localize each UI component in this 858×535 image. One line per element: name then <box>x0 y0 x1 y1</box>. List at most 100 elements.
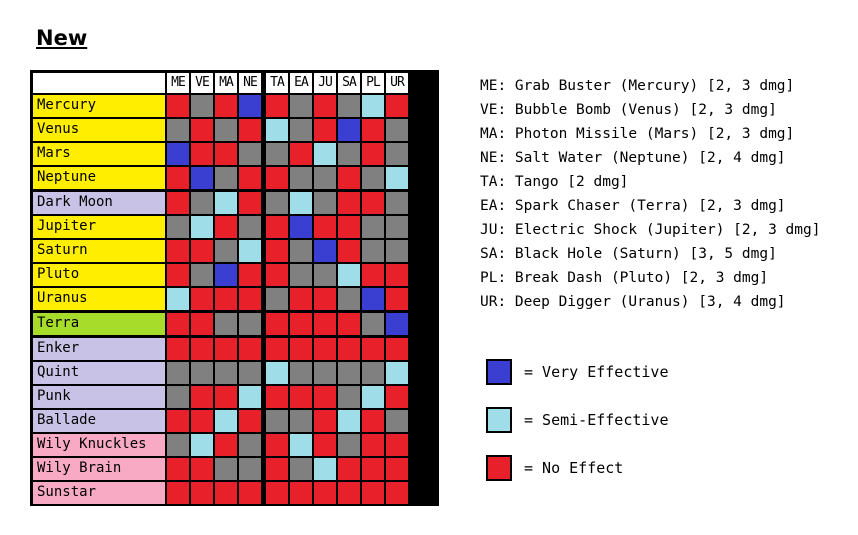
row-label-venus: Venus <box>33 119 165 141</box>
effect-cell <box>290 216 312 238</box>
effect-cell <box>386 95 408 117</box>
effect-cell <box>314 288 336 310</box>
effect-cell <box>386 386 408 408</box>
effect-cell <box>266 434 288 456</box>
effect-cell <box>266 216 288 238</box>
effect-cell <box>266 338 288 360</box>
effect-cell <box>239 362 261 384</box>
effect-cell <box>215 458 237 480</box>
effect-cell <box>191 143 213 165</box>
effect-cell <box>191 216 213 238</box>
effect-cell <box>338 288 360 310</box>
column-header-ma: MA <box>215 73 237 93</box>
effect-cell <box>191 482 213 504</box>
effect-cell <box>314 264 336 286</box>
effect-cell <box>191 288 213 310</box>
effect-cell <box>338 264 360 286</box>
effect-cell <box>338 95 360 117</box>
effect-cell <box>290 410 312 432</box>
effect-cell <box>314 434 336 456</box>
effect-cell <box>290 119 312 141</box>
effect-cell <box>290 240 312 262</box>
effect-cell <box>386 313 408 335</box>
column-header-ju: JU <box>314 73 336 93</box>
row-label-pluto: Pluto <box>33 264 165 286</box>
effect-cell <box>266 362 288 384</box>
effect-cell <box>167 216 189 238</box>
effect-cell <box>167 482 189 504</box>
effect-cell <box>191 240 213 262</box>
effect-cell <box>362 119 384 141</box>
effect-cell <box>215 143 237 165</box>
effect-cell <box>386 410 408 432</box>
effect-cell <box>362 434 384 456</box>
effect-cell <box>386 264 408 286</box>
effect-cell <box>215 482 237 504</box>
effect-cell <box>239 167 261 189</box>
effect-cell <box>314 410 336 432</box>
column-header-ne: NE <box>239 73 261 93</box>
effect-cell <box>191 313 213 335</box>
effect-cell <box>239 482 261 504</box>
effect-cell <box>338 143 360 165</box>
effect-cell <box>191 167 213 189</box>
effect-cell <box>362 410 384 432</box>
key-label: = Semi-Effective <box>524 411 669 429</box>
effect-cell <box>290 143 312 165</box>
effect-cell <box>386 458 408 480</box>
effect-cell <box>215 362 237 384</box>
effect-cell <box>338 313 360 335</box>
row-label-uranus: Uranus <box>33 288 165 310</box>
effect-cell <box>239 410 261 432</box>
column-header-ea: EA <box>290 73 312 93</box>
effect-cell <box>362 458 384 480</box>
effect-cell <box>266 143 288 165</box>
effect-cell <box>239 458 261 480</box>
effect-cell <box>290 192 312 214</box>
effect-cell <box>314 167 336 189</box>
effect-cell <box>215 386 237 408</box>
weapon-abbreviation: PL: Break Dash (Pluto) [2, 3 dmg] <box>480 270 769 286</box>
effect-cell <box>215 119 237 141</box>
effect-cell <box>239 192 261 214</box>
effect-cell <box>290 313 312 335</box>
effect-cell <box>290 264 312 286</box>
column-header-ve: VE <box>191 73 213 93</box>
effect-cell <box>290 434 312 456</box>
effect-cell <box>362 240 384 262</box>
effect-cell <box>215 216 237 238</box>
effect-cell <box>290 288 312 310</box>
effect-cell <box>362 288 384 310</box>
weapon-abbreviation: SA: Black Hole (Saturn) [3, 5 dmg] <box>480 246 777 262</box>
effect-cell <box>167 192 189 214</box>
effect-cell <box>266 192 288 214</box>
weapon-abbreviation: UR: Deep Digger (Uranus) [3, 4 dmg] <box>480 294 786 310</box>
weakness-grid: ME VE MA NE TA EA JU SA PL UR Mercury Venus Mars Nept… <box>30 70 439 506</box>
key-entry: = Semi-Effective <box>486 407 669 433</box>
effect-cell <box>215 313 237 335</box>
effect-cell <box>314 119 336 141</box>
row-label-enker: Enker <box>33 338 165 360</box>
effect-cell <box>167 240 189 262</box>
column-header-ta: TA <box>266 73 288 93</box>
effect-cell <box>266 386 288 408</box>
effect-cell <box>386 167 408 189</box>
effect-cell <box>314 386 336 408</box>
effect-cell <box>191 192 213 214</box>
effect-cell <box>167 119 189 141</box>
effect-cell <box>266 313 288 335</box>
row-label-quint: Quint <box>33 362 165 384</box>
effect-cell <box>191 434 213 456</box>
effect-cell <box>314 338 336 360</box>
effect-cell <box>215 410 237 432</box>
weapon-abbreviation: JU: Electric Shock (Jupiter) [2, 3 dmg] <box>480 222 821 238</box>
effect-cell <box>167 458 189 480</box>
effect-cell <box>191 119 213 141</box>
key-label: = No Effect <box>524 459 624 477</box>
effect-cell <box>167 434 189 456</box>
weapon-abbreviation: TA: Tango [2 dmg] <box>480 174 629 190</box>
weapon-abbreviation: MA: Photon Missile (Mars) [2, 3 dmg] <box>480 126 795 142</box>
effect-cell <box>314 95 336 117</box>
header-corner <box>33 73 165 93</box>
key-entry: = No Effect <box>486 455 623 481</box>
